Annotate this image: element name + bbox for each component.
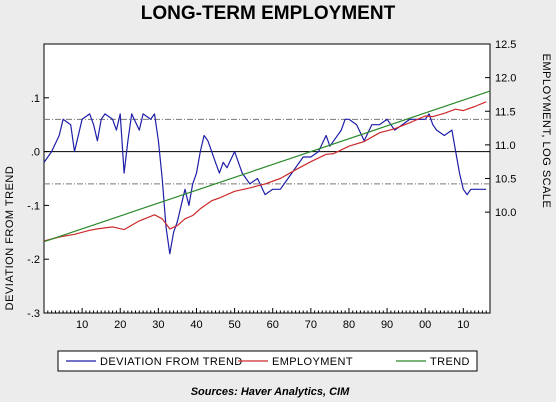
left-tick-label: -.2 bbox=[27, 254, 40, 266]
x-tick-label: 80 bbox=[343, 319, 355, 331]
chart-title: LONG-TERM EMPLOYMENT bbox=[141, 3, 396, 24]
x-tick-label: 40 bbox=[190, 319, 202, 331]
right-axis: 10.0 10.5 11.0 11.5 12.0 12.5 bbox=[485, 39, 516, 219]
x-tick-label: 20 bbox=[114, 319, 126, 331]
right-tick-label: 10.0 bbox=[495, 207, 516, 219]
series-line-employment bbox=[43, 101, 487, 242]
left-axis: .1 .0 -.1 -.2 -.3 bbox=[27, 93, 49, 320]
legend-label: EMPLOYMENT bbox=[272, 356, 353, 368]
left-axis-label: DEVIATION FROM TREND bbox=[4, 166, 16, 311]
left-tick-label: -.1 bbox=[27, 200, 40, 212]
left-tick-label: .1 bbox=[31, 93, 40, 105]
legend: DEVIATION FROM TREND EMPLOYMENT TREND bbox=[66, 356, 470, 368]
right-tick-label: 12.0 bbox=[495, 73, 516, 85]
x-axis: 10 20 30 40 50 60 70 80 90 00 10 bbox=[47, 308, 487, 331]
source-note: Sources: Haver Analytics, CIM bbox=[191, 386, 350, 398]
plot-area bbox=[43, 43, 491, 314]
right-tick-label: 12.5 bbox=[495, 39, 516, 51]
x-tick-label: 50 bbox=[228, 319, 240, 331]
x-tick-label: 10 bbox=[76, 319, 88, 331]
left-tick-label: .0 bbox=[31, 147, 40, 159]
x-tick-label: 30 bbox=[152, 319, 164, 331]
right-tick-label: 10.5 bbox=[495, 174, 516, 186]
x-tick-label: 10 bbox=[457, 319, 469, 331]
series-line-trend bbox=[43, 90, 491, 243]
right-tick-label: 11.5 bbox=[495, 106, 516, 118]
right-axis-label: EMPLOYMENT, LOG SCALE bbox=[540, 54, 552, 209]
right-tick-label: 11.0 bbox=[495, 140, 516, 152]
x-tick-label: 90 bbox=[381, 319, 393, 331]
series-line-deviation-from-trend bbox=[43, 113, 487, 255]
x-tick-label: 70 bbox=[305, 319, 317, 331]
left-tick-label: -.3 bbox=[27, 308, 40, 320]
x-tick-label: 00 bbox=[419, 319, 431, 331]
legend-label: DEVIATION FROM TREND bbox=[100, 356, 243, 368]
x-tick-label: 60 bbox=[267, 319, 279, 331]
legend-label: TREND bbox=[430, 356, 470, 368]
series-layer bbox=[43, 90, 491, 255]
